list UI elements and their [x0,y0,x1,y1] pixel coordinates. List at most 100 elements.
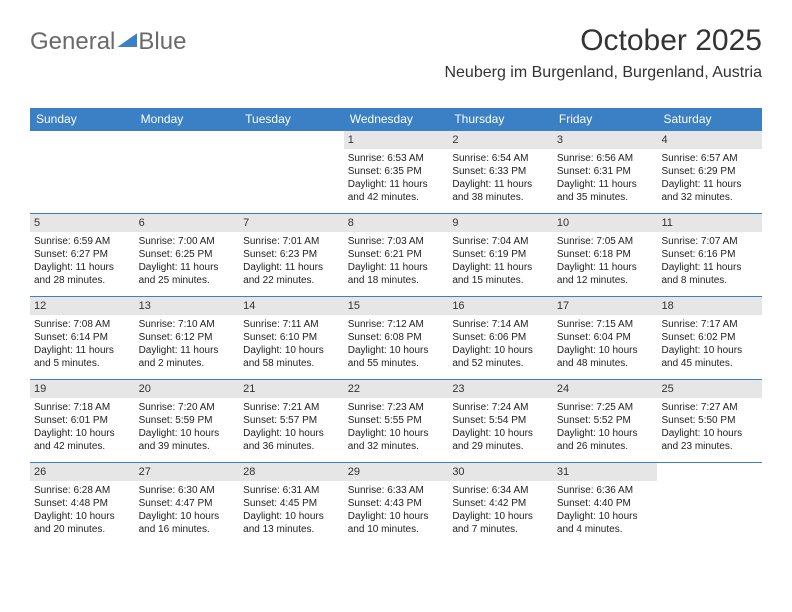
sunset-text: Sunset: 6:29 PM [661,165,758,178]
weekday-header: Thursday [448,108,553,130]
logo-text-2: Blue [138,28,186,56]
sunrise-text: Sunrise: 7:23 AM [348,401,445,414]
sunrise-text: Sunrise: 7:27 AM [661,401,758,414]
dl1-text: Daylight: 11 hours [34,344,131,357]
dl2-text: and 25 minutes. [139,274,236,287]
dl2-text: and 29 minutes. [452,440,549,453]
day-cell [657,463,762,545]
sunset-text: Sunset: 4:42 PM [452,497,549,510]
dl1-text: Daylight: 11 hours [139,344,236,357]
day-number: 29 [344,463,449,481]
sunrise-text: Sunrise: 6:36 AM [557,484,654,497]
day-number: 26 [30,463,135,481]
day-cell: 5Sunrise: 6:59 AMSunset: 6:27 PMDaylight… [30,214,135,296]
dl1-text: Daylight: 10 hours [557,427,654,440]
sunset-text: Sunset: 5:55 PM [348,414,445,427]
sunset-text: Sunset: 6:25 PM [139,248,236,261]
sunset-text: Sunset: 6:19 PM [452,248,549,261]
sunset-text: Sunset: 5:57 PM [243,414,340,427]
sunrise-text: Sunrise: 7:25 AM [557,401,654,414]
day-cell: 21Sunrise: 7:21 AMSunset: 5:57 PMDayligh… [239,380,344,462]
day-cell: 11Sunrise: 7:07 AMSunset: 6:16 PMDayligh… [657,214,762,296]
dl2-text: and 12 minutes. [557,274,654,287]
dl1-text: Daylight: 10 hours [452,427,549,440]
dl1-text: Daylight: 10 hours [243,510,340,523]
dl1-text: Daylight: 10 hours [452,344,549,357]
weekday-header: Tuesday [239,108,344,130]
day-cell [239,131,344,213]
sunrise-text: Sunrise: 7:08 AM [34,318,131,331]
day-number: 18 [657,297,762,315]
day-number: 19 [30,380,135,398]
dl1-text: Daylight: 10 hours [557,510,654,523]
day-number: 17 [553,297,658,315]
calendar-grid: SundayMondayTuesdayWednesdayThursdayFrid… [30,108,762,545]
day-cell: 18Sunrise: 7:17 AMSunset: 6:02 PMDayligh… [657,297,762,379]
dl2-text: and 35 minutes. [557,191,654,204]
sunset-text: Sunset: 6:12 PM [139,331,236,344]
dl2-text: and 42 minutes. [348,191,445,204]
day-number: 12 [30,297,135,315]
sunset-text: Sunset: 6:21 PM [348,248,445,261]
sunset-text: Sunset: 4:40 PM [557,497,654,510]
day-cell: 29Sunrise: 6:33 AMSunset: 4:43 PMDayligh… [344,463,449,545]
dl2-text: and 38 minutes. [452,191,549,204]
sunset-text: Sunset: 4:45 PM [243,497,340,510]
dl1-text: Daylight: 10 hours [348,510,445,523]
week-row: 19Sunrise: 7:18 AMSunset: 6:01 PMDayligh… [30,379,762,462]
day-number: 2 [448,131,553,149]
dl1-text: Daylight: 11 hours [557,178,654,191]
dl1-text: Daylight: 11 hours [452,261,549,274]
sunrise-text: Sunrise: 6:33 AM [348,484,445,497]
day-number: 21 [239,380,344,398]
day-number: 20 [135,380,240,398]
dl1-text: Daylight: 11 hours [139,261,236,274]
sunset-text: Sunset: 6:16 PM [661,248,758,261]
day-number: 8 [344,214,449,232]
day-number: 4 [657,131,762,149]
day-number: 11 [657,214,762,232]
dl1-text: Daylight: 10 hours [661,427,758,440]
sunrise-text: Sunrise: 7:24 AM [452,401,549,414]
sunrise-text: Sunrise: 7:15 AM [557,318,654,331]
sunrise-text: Sunrise: 7:01 AM [243,235,340,248]
sunrise-text: Sunrise: 6:53 AM [348,152,445,165]
sunrise-text: Sunrise: 6:59 AM [34,235,131,248]
logo-triangle-icon [117,33,137,47]
dl2-text: and 20 minutes. [34,523,131,536]
week-row: 12Sunrise: 7:08 AMSunset: 6:14 PMDayligh… [30,296,762,379]
sunrise-text: Sunrise: 7:03 AM [348,235,445,248]
day-cell: 12Sunrise: 7:08 AMSunset: 6:14 PMDayligh… [30,297,135,379]
dl1-text: Daylight: 10 hours [139,427,236,440]
day-cell: 14Sunrise: 7:11 AMSunset: 6:10 PMDayligh… [239,297,344,379]
sunrise-text: Sunrise: 6:34 AM [452,484,549,497]
day-cell: 9Sunrise: 7:04 AMSunset: 6:19 PMDaylight… [448,214,553,296]
dl1-text: Daylight: 11 hours [661,261,758,274]
dl2-text: and 23 minutes. [661,440,758,453]
week-row: 5Sunrise: 6:59 AMSunset: 6:27 PMDaylight… [30,213,762,296]
day-cell: 24Sunrise: 7:25 AMSunset: 5:52 PMDayligh… [553,380,658,462]
day-cell: 1Sunrise: 6:53 AMSunset: 6:35 PMDaylight… [344,131,449,213]
header: October 2025 Neuberg im Burgenland, Burg… [444,24,762,82]
dl1-text: Daylight: 11 hours [452,178,549,191]
day-number: 24 [553,380,658,398]
day-number: 22 [344,380,449,398]
sunrise-text: Sunrise: 6:31 AM [243,484,340,497]
dl2-text: and 36 minutes. [243,440,340,453]
location-subtitle: Neuberg im Burgenland, Burgenland, Austr… [444,64,762,82]
sunrise-text: Sunrise: 7:04 AM [452,235,549,248]
dl2-text: and 5 minutes. [34,357,131,370]
day-cell: 10Sunrise: 7:05 AMSunset: 6:18 PMDayligh… [553,214,658,296]
sunrise-text: Sunrise: 7:14 AM [452,318,549,331]
day-cell: 6Sunrise: 7:00 AMSunset: 6:25 PMDaylight… [135,214,240,296]
dl1-text: Daylight: 11 hours [557,261,654,274]
sunset-text: Sunset: 6:33 PM [452,165,549,178]
day-cell: 20Sunrise: 7:20 AMSunset: 5:59 PMDayligh… [135,380,240,462]
dl2-text: and 55 minutes. [348,357,445,370]
dl2-text: and 10 minutes. [348,523,445,536]
weekday-header-row: SundayMondayTuesdayWednesdayThursdayFrid… [30,108,762,130]
dl2-text: and 39 minutes. [139,440,236,453]
dl2-text: and 28 minutes. [34,274,131,287]
sunrise-text: Sunrise: 6:57 AM [661,152,758,165]
dl2-text: and 7 minutes. [452,523,549,536]
